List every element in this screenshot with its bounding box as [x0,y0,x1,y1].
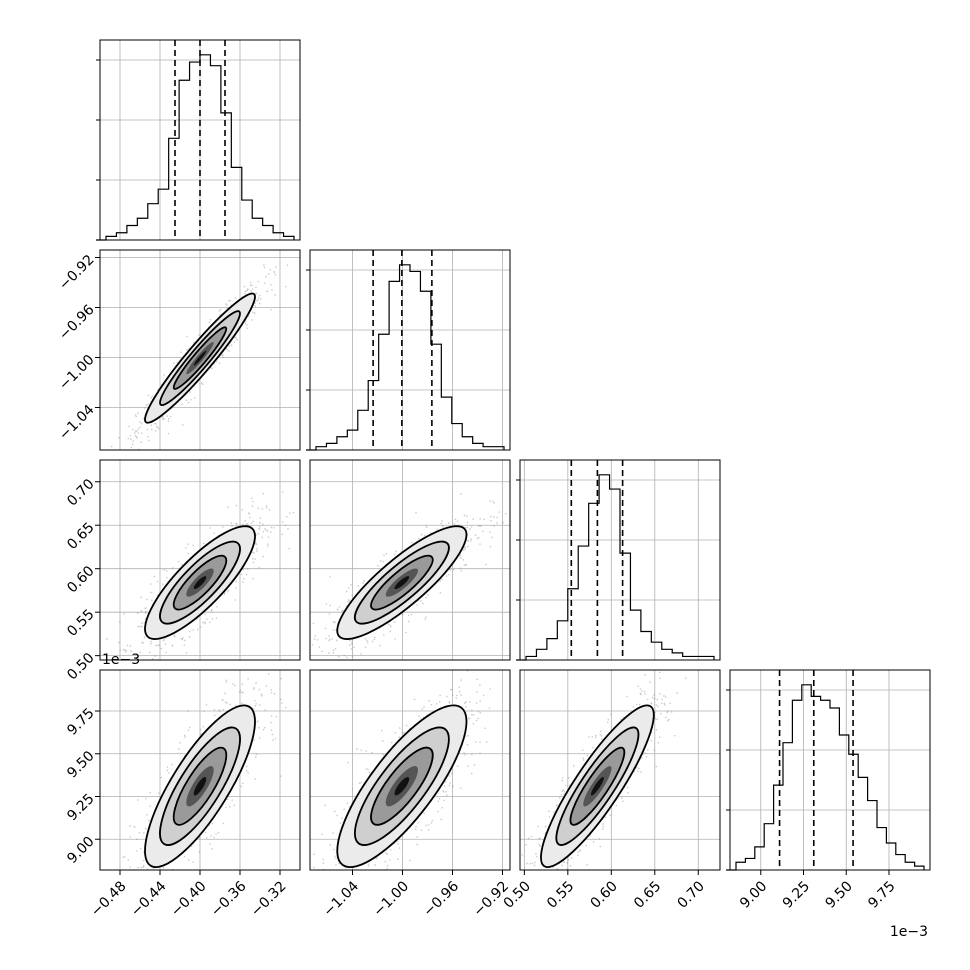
pair-panel-1-2 [309,459,511,661]
density-band-0-1-4 [193,350,207,366]
ytick-label-2-1: 0.55 [64,607,97,640]
ytick-label-3-1: 9.25 [64,791,97,824]
xtick-label-0-4: −0.32 [248,878,290,920]
pair-panel-2-3 [519,669,721,871]
density-band-1-2-4 [394,576,410,590]
contour-line-1-2-2 [370,554,434,611]
hist-step-2 [516,474,715,661]
xtick-label-0-3: −0.36 [208,878,250,920]
hist-frame-1 [309,249,511,451]
density-band-0-3-4 [193,777,207,796]
ytick-label-1-2: −0.96 [56,302,98,344]
pair-frame-1-2 [309,459,511,661]
ytick-label-1-1: −1.00 [56,352,98,394]
ytick-label-3-2: 9.50 [64,748,97,781]
ytick-label-1-0: −1.04 [56,402,98,444]
contour-line-0-3-2 [172,746,228,826]
contour-line-0-1-1 [159,310,241,407]
xtick-label-3-2: 9.50 [822,878,855,911]
hist-panel-1 [306,249,511,451]
pair-panel-0-3: 9.00 9.25 9.50 9.75 [64,669,301,871]
xtick-label-3-0: 9.00 [737,878,770,911]
xtick-label-2-4: 0.70 [675,878,708,911]
contour-line-2-3-0 [540,704,655,868]
pair-frame-2-3 [519,669,721,871]
hist-step-3 [726,684,925,871]
contour-line-0-2-1 [159,540,241,625]
pair-inner-0-2 [100,460,300,660]
xtick-label-2-3: 0.65 [631,878,664,911]
xtick-label-2-1: 0.55 [544,878,577,911]
density-band-2-3-4 [590,777,604,796]
contour-line-1-3-2 [370,746,434,826]
ytick-label-1-3: −0.92 [56,252,98,294]
y-offset-label: 1e−3 [102,652,140,668]
xtick-label-0-1: −0.44 [128,878,170,920]
pair-panel-1-3 [309,669,511,871]
contour-line-1-2-0 [336,525,468,640]
pair-panel-0-1: −1.04 −1.00 −0.96 −0.92 [56,249,301,451]
xtick-label-0-2: −0.40 [168,878,210,920]
contour-line-0-3-1 [159,726,241,846]
hist-panel-2 [516,459,721,661]
pair-inner-1-3 [310,670,510,870]
xtick-label-0-0: −0.48 [88,878,130,920]
hist-step-1 [306,264,505,451]
xtick-label-1-1: −1.00 [370,878,412,920]
ytick-label-2-3: 0.65 [64,520,97,553]
contour-line-0-1-2 [172,326,228,390]
contour-line-1-2-1 [353,540,450,625]
hist-panel-3 [726,669,931,871]
ytick-label-2-4: 0.70 [64,476,97,509]
pair-inner-0-3 [100,670,300,870]
xtick-label-2-2: 0.60 [588,878,621,911]
hist-step-0 [96,54,295,241]
pair-inner-2-3 [520,670,720,870]
x-offset-label: 1e−3 [890,924,928,940]
contour-line-0-1-0 [144,292,256,424]
ytick-label-2-2: 0.60 [64,563,97,596]
pair-frame-0-2 [99,459,301,661]
contour-line-0-3-0 [144,704,256,868]
pair-frame-0-1 [99,249,301,451]
pair-inner-1-2 [310,460,510,660]
xtick-label-1-0: −1.04 [320,878,362,920]
hist-panel-0 [96,39,301,241]
ytick-label-3-3: 9.75 [64,705,97,738]
contour-line-1-3-1 [353,726,450,846]
hist-frame-0 [99,39,301,241]
ytick-label-3-0: 9.00 [64,834,97,867]
density-band-1-3-4 [394,777,410,796]
hist-frame-2 [519,459,721,661]
pair-inner-0-1 [100,250,300,450]
hist-frame-3 [729,669,931,871]
density-band-0-2-4 [193,576,207,590]
pair-panel-0-2: 0.50 0.55 0.60 0.65 0.70 [64,459,301,683]
contour-line-2-3-2 [569,746,626,826]
xtick-label-3-3: 9.75 [865,878,898,911]
ytick-label-2-0: 0.50 [64,650,97,683]
xtick-label-1-2: −0.96 [420,878,462,920]
contour-line-0-2-2 [172,554,228,611]
contour-line-1-3-0 [336,704,468,868]
xtick-label-3-1: 9.25 [780,878,813,911]
pair-frame-1-3 [309,669,511,871]
panels-group: −1.04−1.00−0.96−0.920.500.550.600.650.70… [56,39,931,940]
contour-line-2-3-1 [555,726,640,846]
contour-line-0-2-0 [144,525,256,640]
